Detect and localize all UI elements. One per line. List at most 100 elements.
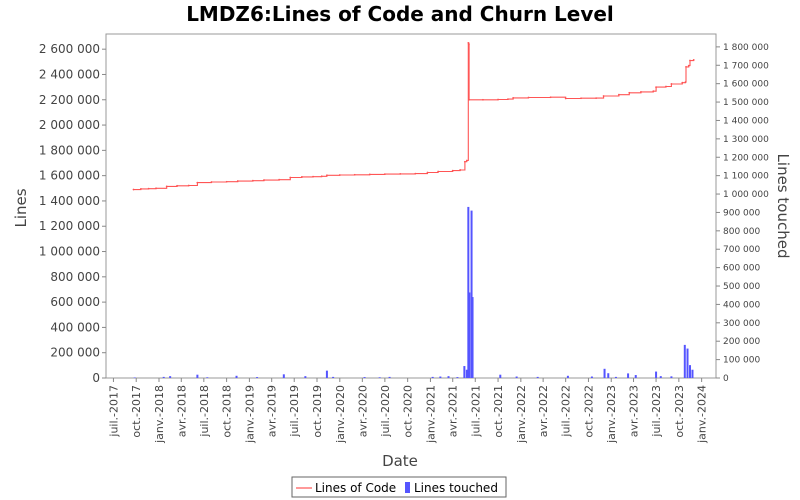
y-tick-label: 1 600 000 xyxy=(39,169,100,183)
churn-bar xyxy=(133,377,136,379)
x-tick-label: oct.-2018 xyxy=(221,385,234,438)
loc-point xyxy=(527,96,530,99)
churn-bar xyxy=(607,373,610,378)
y2-tick-label: 1 800 000 xyxy=(723,43,769,53)
x-tick-label: oct.-2019 xyxy=(311,385,324,438)
churn-bar xyxy=(655,371,658,378)
legend-loc-label: Lines of Code xyxy=(315,481,396,495)
x-tick-label: juil.-2023 xyxy=(650,385,663,438)
plot-area xyxy=(105,33,717,379)
y-tick-label: 1 000 000 xyxy=(39,245,100,259)
churn-bar xyxy=(456,377,459,378)
loc-point xyxy=(549,96,552,99)
loc-point xyxy=(670,83,673,85)
churn-bar xyxy=(627,373,630,378)
loc-point xyxy=(132,188,135,191)
y2-tick-label: 1 600 000 xyxy=(723,80,769,90)
loc-point xyxy=(437,170,440,173)
x-tick-label: oct.-2022 xyxy=(582,385,595,438)
churn-bar xyxy=(463,366,466,378)
churn-bar xyxy=(282,374,285,378)
loc-point xyxy=(482,98,484,101)
loc-point xyxy=(640,91,642,93)
y2-tick-label: 1 100 000 xyxy=(723,172,769,182)
loc-point xyxy=(155,187,157,190)
churn-bar xyxy=(691,369,694,378)
churn-bar xyxy=(499,374,502,378)
loc-point xyxy=(289,176,292,179)
loc-point xyxy=(236,180,239,182)
churn-bar xyxy=(304,376,307,378)
x-tick-label: janv.-2024 xyxy=(696,385,709,444)
loc-point xyxy=(312,175,314,178)
loc-point xyxy=(459,169,462,171)
loc-point xyxy=(684,81,687,83)
loc-point xyxy=(602,95,605,97)
y2-tick-label: 1 200 000 xyxy=(723,153,769,163)
loc-point xyxy=(399,172,402,175)
churn-bar xyxy=(670,376,673,378)
y2-tick-label: 1 700 000 xyxy=(723,61,769,71)
x-tick-label: avr.-2019 xyxy=(266,385,279,437)
x-tick-label: juil.-2017 xyxy=(107,385,120,438)
loc-point xyxy=(687,64,690,67)
loc-point xyxy=(426,171,429,174)
loc-point xyxy=(140,188,142,190)
churn-bar xyxy=(206,377,209,378)
y2-tick-label: 400 000 xyxy=(723,300,760,310)
x-tick-label: janv.-2022 xyxy=(515,385,528,444)
churn-bar xyxy=(683,344,686,378)
loc-point xyxy=(497,98,499,101)
y2-tick-label: 700 000 xyxy=(723,245,760,255)
left-axis: 0 200 000 400 000 600 000 800 000 1 000 000 1 … xyxy=(39,42,106,385)
legend-box xyxy=(291,476,507,498)
legend-churn-swatch xyxy=(405,482,410,493)
loc-point xyxy=(628,91,631,94)
loc-point xyxy=(655,86,657,89)
churn-bar xyxy=(603,368,606,378)
x-tick-label: oct.-2021 xyxy=(492,385,505,438)
loc-point xyxy=(147,187,150,190)
loc-point xyxy=(512,96,515,99)
loc-point xyxy=(210,181,213,183)
y2-tick-label: 1 400 000 xyxy=(723,116,769,126)
churn-bar xyxy=(169,376,172,378)
x-tick-label: avr.-2023 xyxy=(628,385,641,437)
churn-bar xyxy=(447,376,450,378)
loc-point xyxy=(618,93,620,96)
loc-point xyxy=(320,175,323,178)
x-tick-label: juil.-2019 xyxy=(288,385,301,438)
x-tick-label: juil.-2021 xyxy=(469,385,482,438)
legend: Lines of Code Lines touched xyxy=(291,476,507,498)
chart-title: LMDZ6:Lines of Code and Churn Level xyxy=(186,2,614,26)
loc-point xyxy=(692,59,695,61)
loc-point xyxy=(187,184,190,187)
loc-point xyxy=(451,169,454,172)
y-tick-label: 2 400 000 xyxy=(39,67,100,81)
loc-point xyxy=(580,97,582,100)
churn-bar xyxy=(688,365,691,378)
x-tick-label: juil.-2018 xyxy=(198,385,211,438)
loc-point xyxy=(414,172,417,175)
y-tick-label: 1 400 000 xyxy=(39,194,100,208)
y2-tick-label: 300 000 xyxy=(723,319,760,329)
y2-tick-label: 1 500 000 xyxy=(723,98,769,108)
loc-point xyxy=(465,159,468,162)
loc-point xyxy=(368,173,371,176)
legend-churn-label: Lines touched xyxy=(414,481,498,495)
x-tick-label: oct.-2023 xyxy=(673,385,686,438)
churn-bar xyxy=(388,376,391,378)
y-tick-label: 1 800 000 xyxy=(39,143,100,157)
loc-point xyxy=(467,43,470,46)
churn-bar xyxy=(468,292,471,378)
y-tick-label: 400 000 xyxy=(50,320,100,334)
loc-point xyxy=(263,179,265,181)
churn-bar xyxy=(614,376,617,378)
loc-point xyxy=(652,90,655,93)
y2-axis-label: Lines touched xyxy=(774,154,792,259)
loc-point xyxy=(468,98,470,101)
y2-tick-label: 1 000 000 xyxy=(723,190,769,200)
loc-point xyxy=(353,173,356,176)
loc-point xyxy=(685,65,687,68)
loc-point xyxy=(338,174,341,176)
